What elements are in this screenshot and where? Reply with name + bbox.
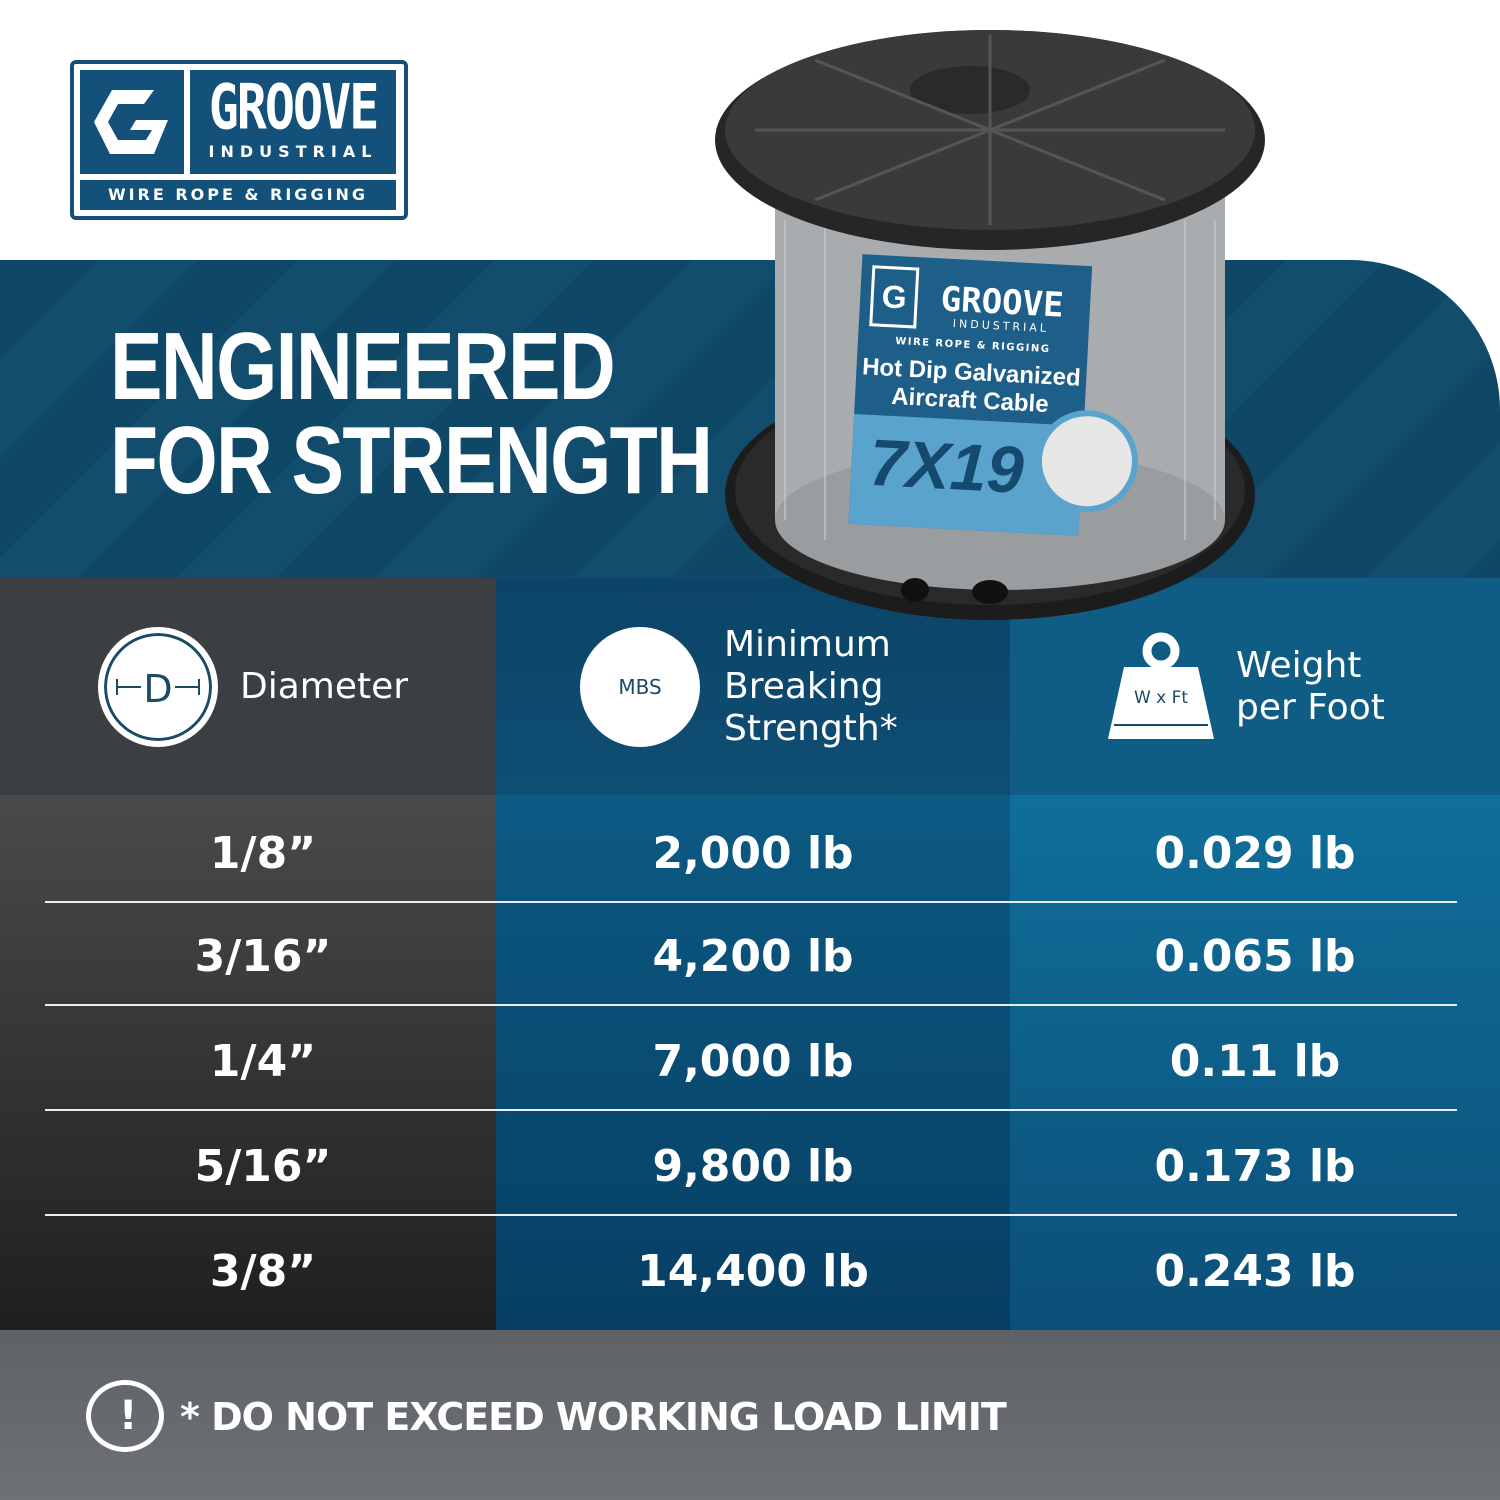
footer-note: * DO NOT EXCEED WORKING LOAD LIMIT xyxy=(180,1395,1007,1439)
row-divider xyxy=(45,1109,1457,1111)
table-row: 5/16” 9,800 lb 0.173 lb xyxy=(0,1113,1500,1220)
header-mbs-line-2: Breaking xyxy=(724,665,884,707)
cell-mbs: 9,800 lb xyxy=(652,1141,854,1192)
cell-weight: 0.173 lb xyxy=(1154,1141,1356,1192)
cell-diameter: 3/8” xyxy=(209,1246,317,1297)
header-diameter-label: Diameter xyxy=(240,665,409,707)
table-row: 3/8” 14,400 lb 0.243 lb xyxy=(0,1218,1500,1325)
header-mbs: MBS Minimum Breaking Strength* xyxy=(580,578,898,795)
footer xyxy=(0,1330,1500,1500)
svg-text:D: D xyxy=(143,667,172,711)
headline-line-1: ENGINEERED xyxy=(110,313,616,420)
brand-name: GROOVE xyxy=(208,70,380,144)
mbs-rope-icon: MBS xyxy=(580,626,700,747)
headline: ENGINEERED FOR STRENGTH xyxy=(110,313,713,514)
cell-weight: 0.065 lb xyxy=(1154,931,1356,982)
header-weight-line-1: Weight xyxy=(1236,644,1362,686)
weight-column xyxy=(1010,578,1500,1330)
label-sub: INDUSTRIAL xyxy=(953,317,1050,335)
cell-diameter: 3/16” xyxy=(194,931,332,982)
header-weight-line-2: per Foot xyxy=(1236,686,1385,728)
diameter-column xyxy=(0,578,496,1330)
cell-diameter: 1/8” xyxy=(209,828,317,879)
cell-mbs: 14,400 lb xyxy=(637,1246,869,1297)
cell-weight: 0.243 lb xyxy=(1154,1246,1356,1297)
row-divider xyxy=(45,1004,1457,1006)
cell-mbs: 7,000 lb xyxy=(652,1036,854,1087)
cell-weight: 0.029 lb xyxy=(1154,828,1356,879)
table-row: 1/8” 2,000 lb 0.029 lb xyxy=(0,800,1500,907)
diameter-icon: D xyxy=(98,626,218,747)
cell-mbs: 4,200 lb xyxy=(652,931,854,982)
svg-text:G: G xyxy=(881,278,908,315)
brand-tagline: WIRE ROPE & RIGGING xyxy=(80,180,396,210)
cell-diameter: 1/4” xyxy=(209,1036,317,1087)
row-divider xyxy=(45,1214,1457,1216)
strand-cross-section-icon xyxy=(1035,410,1138,513)
label-construction: 7X19 xyxy=(868,425,1026,507)
table-row: 1/4” 7,000 lb 0.11 lb xyxy=(0,1008,1500,1115)
svg-text:W x Ft: W x Ft xyxy=(1134,688,1188,708)
cell-mbs: 2,000 lb xyxy=(652,828,854,879)
cable-spool-image: G GROOVE INDUSTRIAL WIRE ROPE & RIGGING … xyxy=(715,30,1265,620)
header-mbs-line-1: Minimum xyxy=(724,623,891,665)
g-logo-icon xyxy=(80,70,184,174)
header-weight: W x Ft Weight per Foot xyxy=(1106,578,1385,795)
cell-weight: 0.11 lb xyxy=(1169,1036,1341,1087)
row-divider xyxy=(45,901,1457,903)
weight-icon: W x Ft xyxy=(1108,632,1214,739)
label-brand: GROOVE xyxy=(940,279,1065,325)
brand-logo: GROOVE INDUSTRIAL WIRE ROPE & RIGGING xyxy=(70,60,408,220)
brand-sub: INDUSTRIAL xyxy=(208,142,378,161)
header-mbs-line-3: Strength* xyxy=(724,707,898,749)
header-diameter: D Diameter xyxy=(98,578,408,795)
warning-icon: ! xyxy=(86,1380,164,1452)
headline-line-2: FOR STRENGTH xyxy=(110,407,713,514)
cell-diameter: 5/16” xyxy=(194,1141,332,1192)
table-row: 3/16” 4,200 lb 0.065 lb xyxy=(0,903,1500,1010)
